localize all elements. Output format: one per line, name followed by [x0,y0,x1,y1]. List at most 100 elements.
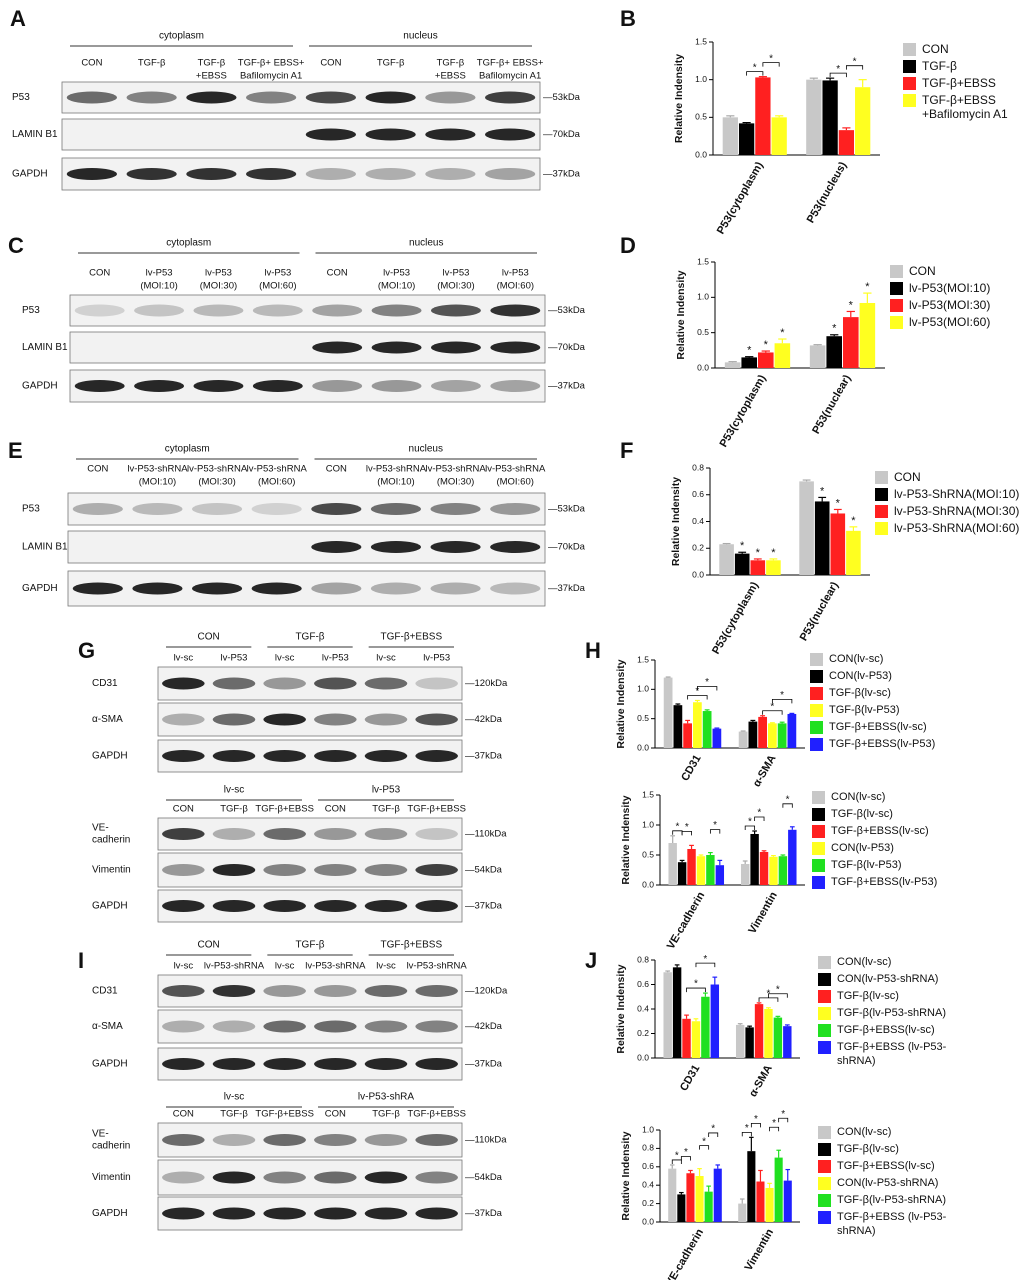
legend-label: TGF-β(lv-P53) [829,704,900,716]
group-label: lv-sc [224,785,245,796]
row-label: Vimentin [92,865,131,876]
band [186,91,237,104]
group-label: cytoplasm [165,444,210,455]
band [212,750,256,762]
lane-label: lv-P53-shRNA [366,464,427,475]
band [371,304,422,317]
significance-star: * [836,64,840,75]
y-axis-label: Relative Indensity [675,270,687,359]
legend-swatch [890,299,903,312]
group-label: TGF-β+EBSS [381,940,443,951]
band [252,304,303,317]
panel-letter: J [585,948,597,973]
lane-label: lv-P53-shRNA [425,464,486,475]
bar [722,117,738,155]
bar [846,530,861,575]
bar [741,357,757,368]
bar [773,1017,783,1058]
y-tick-label: 0.6 [692,489,704,499]
bar [724,362,741,368]
panel-letter: E [8,438,23,463]
legend-item: CON [875,470,1020,484]
band [246,168,297,180]
y-tick-label: 1.0 [637,684,649,694]
band [162,985,205,997]
significance-star: * [745,1123,749,1134]
lane-label: (MOI:30) [437,477,474,488]
band [415,1207,458,1220]
size-marker: —70kDa [543,129,581,140]
lane-label: lv-P53 [322,653,349,664]
significance-bracket [699,1145,710,1150]
legend-item: lv-P53-ShRNA(MOI:30) [875,504,1020,518]
blot-strip [157,852,463,888]
row-label: cadherin [92,835,130,846]
size-marker: —120kDa [465,986,508,997]
blot-strip [157,666,463,701]
y-tick-label: 0.0 [695,149,707,159]
legend-item: TGF-β+EBSS(lv-P53) [812,875,962,889]
x-tick-label: CD31 [679,753,703,783]
significance-bracket [782,803,793,808]
row-label: GAPDH [92,1059,128,1070]
blot-strip [157,1196,463,1231]
band [415,1020,458,1033]
x-tick-label: P53(nuclear) [810,373,854,436]
legend-item: CON [903,42,1018,56]
band [263,985,306,997]
bar [756,1181,765,1222]
band [162,1134,205,1146]
lane-label: lv-P53 [264,268,291,279]
band [314,1134,357,1146]
bar [855,87,871,155]
band [415,1134,458,1146]
lane-label: TGF-β+ EBSS+ [238,58,305,69]
group-label: lv-P53-shRA [358,1092,414,1103]
legend-item: TGF-β [903,59,1018,73]
legend-item: TGF-β(lv-sc) [818,1142,948,1156]
band [126,168,177,180]
band [415,750,458,762]
band [490,380,541,392]
band [263,1020,306,1033]
bar [778,856,788,885]
legend-item: CON(lv-sc) [812,790,962,804]
y-tick-label: 0.5 [642,849,654,859]
band [364,900,408,912]
legend-swatch [875,505,888,518]
group-label: CON [198,940,220,951]
significance-bracket [769,1126,780,1132]
legend-label: CON(lv-P53) [829,670,892,682]
legend-item: TGF-β+EBSS(lv-sc) [818,1159,948,1173]
significance-star: * [754,1114,758,1125]
significance-star: * [753,62,757,73]
blot-strip [157,1009,463,1044]
y-tick-label: 0.0 [637,742,649,752]
row-label: P53 [22,504,40,515]
significance-bracket [680,1156,691,1161]
panel-letter: D [620,233,636,258]
lane-label: TGF-β [198,58,226,69]
lane-label: lv-P53-shRNA [305,961,366,972]
lane-label: +EBSS [196,71,227,82]
bar [799,481,814,575]
legend-swatch [818,990,831,1003]
significance-bracket [696,686,718,691]
legend-label: TGF-β+EBSS (lv-P53-shRNA) [837,1041,947,1067]
band [263,677,306,690]
legend-item: TGF-β+EBSS [903,76,1018,90]
blot-strip [157,817,463,851]
band [364,677,408,690]
band [364,1020,408,1033]
significance-star: * [780,690,784,701]
band [305,168,356,180]
blot-strip [157,739,463,773]
legend-swatch [818,956,831,969]
y-tick-label: 0.4 [637,1003,649,1013]
lane-label: (MOI:10) [378,281,415,292]
lane-label: TGF-β [372,804,400,815]
band [314,677,357,690]
band [126,91,177,104]
band [134,380,184,392]
